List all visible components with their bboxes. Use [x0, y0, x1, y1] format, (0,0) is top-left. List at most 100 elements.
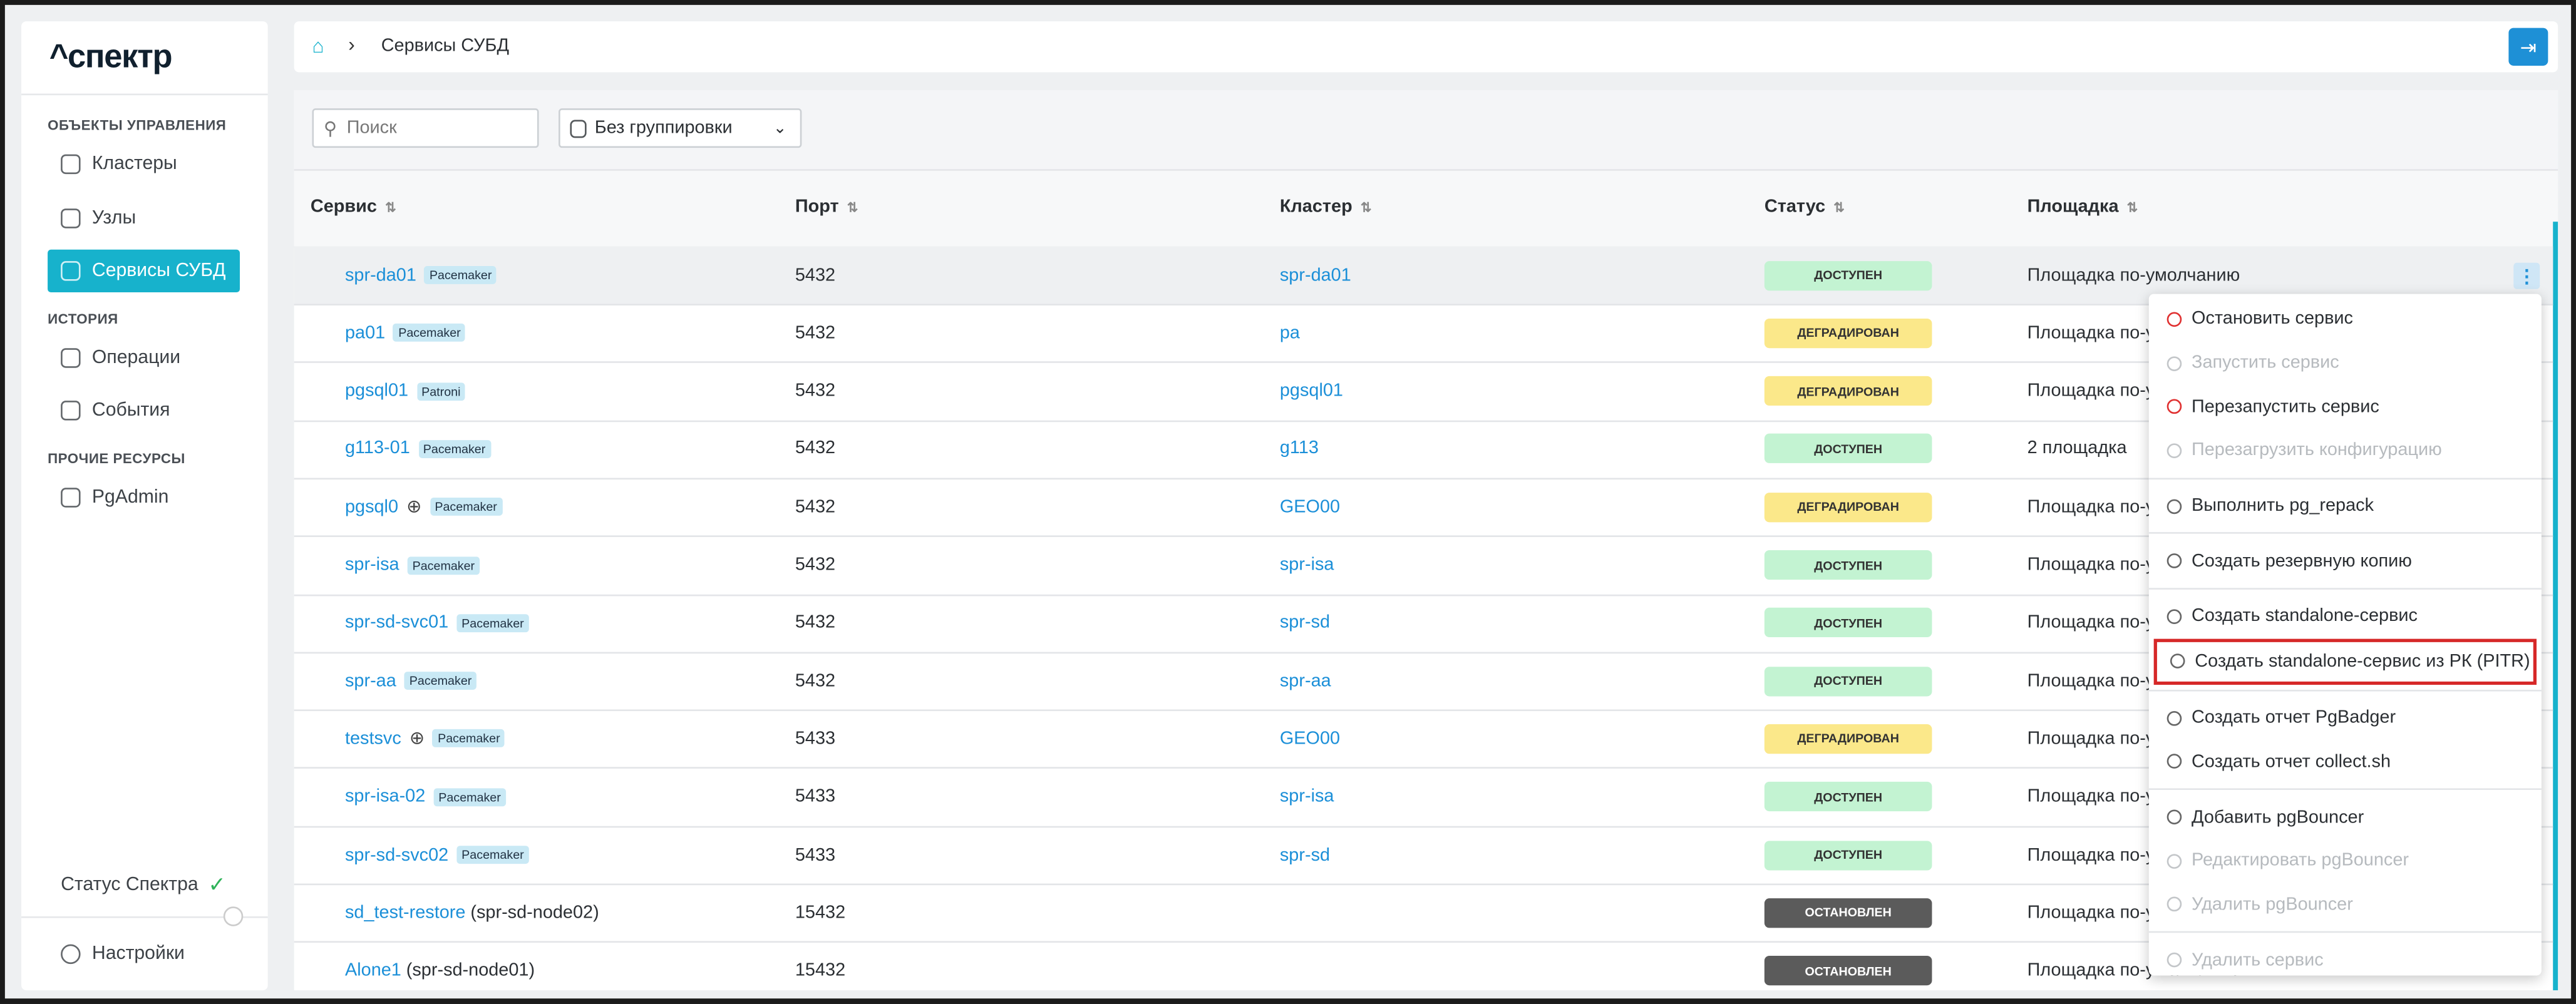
column-header[interactable]: Статус ⇅ [1765, 197, 1845, 217]
cluster-link[interactable]: spr-isa [1279, 787, 1334, 807]
menu-item[interactable]: Перезапустить сервис [2149, 385, 2542, 429]
menu-item: Удалить сервис [2149, 938, 2542, 982]
service-link[interactable]: Alone1 [344, 961, 401, 981]
status-badge: ДЕГРАДИРОВАН [1764, 724, 1932, 754]
search-input[interactable]: ⚲ Поиск [312, 108, 539, 148]
menu-separator [2148, 477, 2542, 479]
column-header[interactable]: Кластер ⇅ [1280, 197, 1372, 217]
service-link[interactable]: spr-isa-02 [344, 787, 426, 807]
cluster-link[interactable]: spr-isa [1279, 555, 1334, 575]
service-link[interactable]: g113-01 [344, 439, 410, 459]
nav-item[interactable]: События [48, 389, 240, 432]
menu-icon [2166, 399, 2182, 414]
status-link[interactable]: Статус Спектра ✓ [61, 864, 226, 906]
cluster-link[interactable]: GEO00 [1279, 729, 1341, 749]
cell: spr-isa-02 Pacemaker [345, 768, 506, 826]
table-row[interactable]: testsvc ⊕ Pacemaker 5433 GEO00 ДЕГРАДИРОВАН Пл… [294, 710, 2553, 769]
column-header[interactable]: Порт ⇅ [795, 197, 858, 217]
cluster-link[interactable]: GEO00 [1279, 497, 1341, 517]
nav-item[interactable]: Узлы [48, 197, 240, 239]
sort-icon: ⇅ [847, 200, 858, 215]
menu-item[interactable]: Добавить pgBouncer [2149, 795, 2542, 839]
status-badge: ДЕГРАДИРОВАН [1764, 318, 1932, 348]
port: 15432 [795, 961, 846, 981]
context-menu: Остановить сервис Запустить сервис Перезап… [2148, 294, 2542, 976]
cluster-link[interactable]: pgsql01 [1279, 381, 1343, 401]
menu-separator [2148, 533, 2542, 535]
icon [61, 207, 81, 228]
nav-item[interactable]: Сервисы СУБД [48, 249, 240, 293]
menu-item: Редактировать pgBouncer [2149, 839, 2542, 883]
table-row[interactable]: pa01 Pacemaker 5432 pa ДЕГРАДИРОВАН Площадка … [294, 304, 2553, 364]
menu-item[interactable]: Выполнить pg_repack [2149, 484, 2542, 528]
nav-item[interactable]: Кластеры [48, 143, 240, 185]
settings-link[interactable]: Настройки [48, 933, 185, 975]
menu-item[interactable]: Создать отчет collect.sh [2149, 740, 2542, 784]
status-badge: ОСТАНОВЛЕН [1764, 898, 1932, 928]
menu-separator [2148, 931, 2542, 933]
menu-icon [2166, 356, 2182, 371]
status-badge: ДОСТУПЕН [1764, 550, 1932, 580]
menu-icon [2166, 809, 2182, 825]
sort-icon: ⇅ [385, 200, 396, 215]
service-link[interactable]: sd_test-restore [344, 903, 466, 923]
nav-item[interactable]: Операции [48, 336, 240, 379]
cluster-link[interactable]: spr-da01 [1279, 265, 1351, 285]
service-link[interactable]: pgsql0 [344, 497, 399, 517]
breadcrumb-separator: › [348, 33, 355, 56]
table-row[interactable]: pgsql01 Patroni 5432 pgsql01 ДЕГРАДИРОВАН Пло… [294, 362, 2553, 422]
cell: pgsql01 Patroni [344, 362, 466, 420]
grouping-select[interactable]: Без группировки ⌄ [559, 108, 802, 148]
row-actions-button[interactable]: ⋮ [2513, 262, 2540, 289]
service-link[interactable]: spr-isa [344, 555, 399, 575]
menu-label: Создать отчет PgBadger [2192, 708, 2396, 728]
service-link[interactable]: pgsql01 [344, 381, 409, 401]
port: 5432 [795, 613, 836, 633]
cluster-link[interactable]: spr-sd [1279, 613, 1331, 633]
home-icon[interactable]: ⌂ [312, 34, 324, 58]
logo[interactable]: ^спектр [49, 39, 173, 76]
menu-icon [2166, 754, 2182, 769]
cluster-link[interactable]: g113 [1279, 439, 1319, 459]
cluster-link[interactable]: pa [1279, 323, 1301, 343]
cell: sd_test-restore (spr-sd-node02) [345, 884, 599, 941]
nav-item[interactable]: PgAdmin [48, 476, 240, 518]
service-link[interactable]: spr-sd-svc02 [344, 844, 449, 865]
nav-label: Операции [91, 347, 181, 367]
menu-label: Перезапустить сервис [2192, 397, 2379, 417]
service-link[interactable]: testsvc [344, 729, 401, 749]
service-tag: Pacemaker [404, 672, 477, 690]
cell: spr-isa Pacemaker [345, 536, 480, 594]
menu-icon [2170, 654, 2185, 669]
logout-button[interactable]: ⇥ [2508, 28, 2548, 66]
status-badge: ДЕГРАДИРОВАН [1764, 376, 1932, 406]
cell: Alone1 (spr-sd-node01) [344, 942, 535, 998]
menu-item[interactable]: Остановить сервис [2149, 297, 2542, 341]
table-header: Сервис ⇅ Порт ⇅ Кластер ⇅ Статус ⇅ Площадка ⇅ [294, 170, 2558, 248]
column-title: Порт [795, 197, 839, 217]
menu-item[interactable]: Создать отчет PgBadger [2149, 696, 2542, 740]
menu-item[interactable]: Создать standalone-сервис из РК (PITR) [2153, 638, 2537, 685]
service-tag: Patroni [416, 382, 466, 401]
service-link[interactable]: pa01 [344, 323, 386, 343]
cluster-link[interactable]: spr-aa [1279, 671, 1331, 691]
table-row[interactable]: Alone1 (spr-sd-node01) 15432 ОСТАНОВЛЕН Площ… [294, 942, 2553, 998]
column-header[interactable]: Площадка ⇅ [2027, 197, 2138, 217]
service-link[interactable]: spr-da01 [344, 265, 416, 285]
service-link[interactable]: spr-sd-svc01 [344, 613, 449, 633]
service-tag: Pacemaker [425, 266, 497, 284]
menu-item[interactable]: Создать резервную копию [2149, 540, 2542, 583]
cluster-link[interactable]: spr-sd [1279, 844, 1331, 865]
service-link[interactable]: spr-aa [344, 671, 396, 691]
collapse-toggle[interactable] [223, 906, 244, 926]
breadcrumb-current: Сервисы СУБД [381, 36, 510, 56]
table-row[interactable]: spr-isa-02 Pacemaker 5433 spr-isa ДОСТУПЕН Пл… [294, 768, 2553, 827]
menu-item[interactable]: Создать standalone-сервис [2149, 595, 2542, 638]
icon [61, 347, 81, 367]
table-row[interactable]: g113-01 Pacemaker 5432 g113 ДОСТУПЕН 2 площад… [294, 420, 2553, 479]
column-header[interactable]: Сервис ⇅ [311, 197, 396, 217]
status-badge: ДЕГРАДИРОВАН [1764, 492, 1932, 522]
table-row[interactable]: spr-isa Pacemaker 5432 spr-isa ДОСТУПЕН Площа… [294, 536, 2553, 596]
service-tag: Pacemaker [407, 556, 480, 574]
port: 5433 [795, 787, 836, 807]
